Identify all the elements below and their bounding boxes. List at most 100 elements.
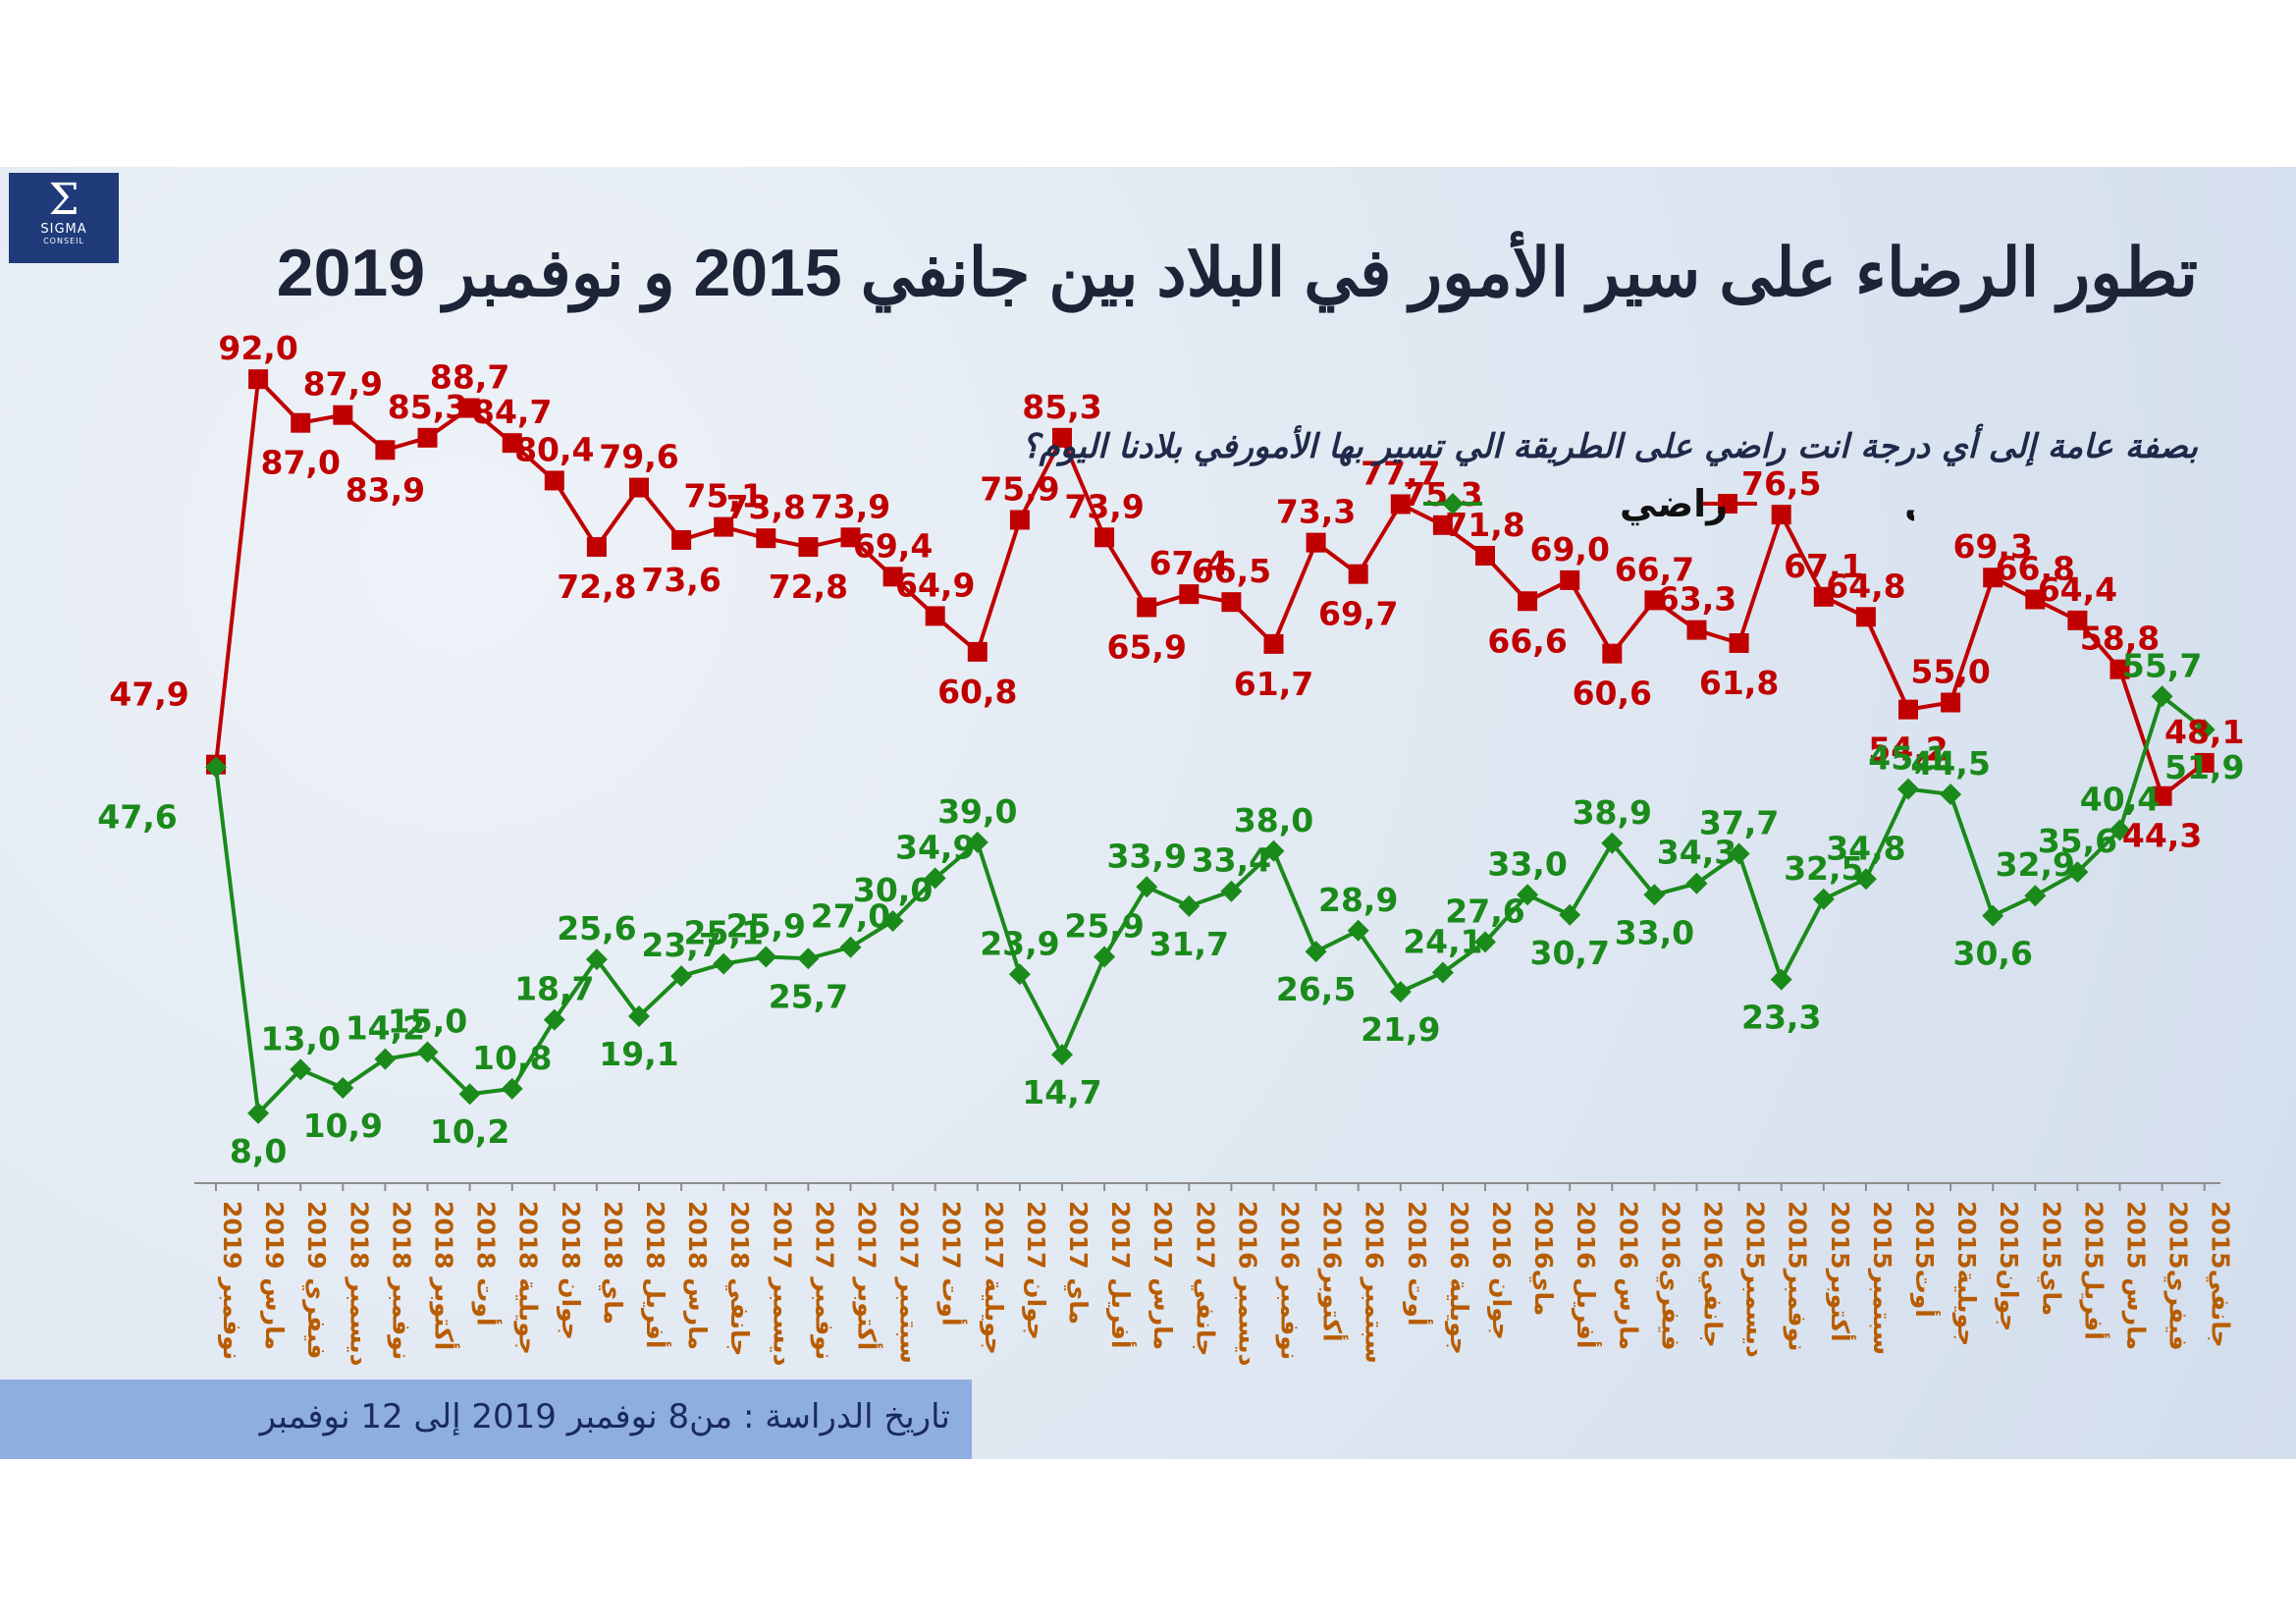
x-tick-label: جانفي2016 — [1699, 1201, 1728, 1348]
data-label-unsatisfied: 88,7 — [430, 358, 509, 397]
data-label-unsatisfied: 67,1 — [1784, 547, 1863, 585]
x-tick-label: فيفري2016 — [1655, 1201, 1684, 1351]
data-label-satisfied: 51,9 — [2164, 748, 2244, 786]
data-label-unsatisfied: 69,4 — [853, 526, 933, 565]
chart-subtitle: بصفة عامة إلى أي درجة انت راضي على الطري… — [1021, 427, 2198, 466]
x-tick-label: مارس 2019 — [260, 1201, 289, 1350]
data-label-unsatisfied: 75,1 — [683, 477, 763, 515]
data-point-unsatisfied — [714, 516, 734, 537]
data-point-unsatisfied — [1560, 569, 1580, 590]
x-tick-label: أوت2015 — [1909, 1201, 1941, 1318]
x-tick-label: جويلية 2017 — [979, 1201, 1008, 1355]
data-label-unsatisfied: 73,8 — [726, 488, 806, 526]
data-label-satisfied: 30,7 — [1529, 934, 1609, 972]
data-point-unsatisfied — [1983, 568, 2003, 588]
data-label-unsatisfied: 73,3 — [1276, 493, 1356, 531]
data-point-satisfied — [670, 965, 693, 988]
data-label-satisfied: 25,1 — [683, 914, 763, 952]
data-point-satisfied — [1347, 919, 1369, 942]
data-label-unsatisfied: 75,3 — [1403, 475, 1482, 514]
data-label-unsatisfied: 47,9 — [109, 676, 188, 714]
data-point-satisfied — [1728, 842, 1750, 865]
data-label-satisfied: 23,7 — [641, 926, 721, 964]
data-label-unsatisfied: 61,7 — [1234, 665, 1313, 703]
data-point-satisfied — [1262, 839, 1285, 862]
sigma-logo: Σ SIGMA CONSEIL — [9, 173, 119, 263]
data-label-unsatisfied: 83,9 — [346, 470, 425, 509]
data-point-unsatisfied — [2109, 659, 2130, 679]
data-point-satisfied — [205, 756, 227, 779]
data-label-unsatisfied: 69,3 — [1952, 527, 2032, 566]
x-tick-label: جويلية 2016 — [1444, 1201, 1473, 1355]
data-label-unsatisfied: 72,8 — [557, 568, 636, 606]
data-label-satisfied: 37,7 — [1699, 803, 1779, 841]
data-point-satisfied — [247, 1102, 270, 1124]
x-tick-label: مارس 2016 — [1614, 1201, 1642, 1350]
data-point-satisfied — [290, 1058, 312, 1081]
data-point-unsatisfied — [1179, 584, 1200, 605]
data-label-unsatisfied: 87,9 — [303, 365, 383, 404]
data-label-unsatisfied: 63,3 — [1657, 580, 1736, 619]
data-label-satisfied: 33,0 — [1487, 844, 1567, 883]
data-point-unsatisfied — [882, 567, 903, 587]
data-label-unsatisfied: 73,6 — [641, 561, 721, 599]
data-label-unsatisfied: 76,5 — [1741, 464, 1821, 503]
data-label-unsatisfied: 60,8 — [937, 673, 1017, 711]
data-point-satisfied — [2024, 885, 2047, 907]
data-point-unsatisfied — [1052, 427, 1072, 448]
data-point-unsatisfied — [375, 440, 396, 460]
data-point-unsatisfied — [1221, 592, 1242, 613]
data-label-unsatisfied: 77,7 — [1361, 454, 1440, 492]
data-point-satisfied — [1643, 884, 1666, 906]
x-tick-label: ماي2015 — [2036, 1201, 2065, 1316]
data-point-unsatisfied — [1263, 633, 1284, 654]
data-label-satisfied: 44,5 — [1910, 744, 1990, 783]
data-point-satisfied — [628, 1005, 650, 1028]
line-chart: نوفمبر 2019 مارس 2019 فيفري 2019 ديسمبر 201… — [97, 329, 2244, 1366]
data-point-satisfied — [924, 867, 946, 890]
data-point-satisfied — [1008, 963, 1031, 986]
data-label-satisfied: 40,4 — [2080, 780, 2160, 818]
data-point-unsatisfied — [1009, 510, 1030, 530]
data-label-unsatisfied: 85,3 — [388, 388, 467, 426]
data-label-satisfied: 33,4 — [1192, 841, 1271, 880]
data-point-satisfied — [1770, 968, 1792, 991]
data-label-unsatisfied: 87,0 — [260, 444, 340, 482]
study-date-text: تاريخ الدراسة : من8 نوفمبر 2019 إلى 12 ن… — [259, 1397, 950, 1436]
data-point-unsatisfied — [1432, 514, 1453, 535]
x-tick-label: أفريل 2018 — [640, 1201, 671, 1349]
data-label-satisfied: 38,0 — [1234, 801, 1313, 839]
data-label-satisfied: 30,0 — [853, 871, 933, 909]
data-point-satisfied — [1517, 884, 1539, 906]
data-label-unsatisfied: 72,8 — [769, 568, 848, 606]
data-point-satisfied — [1431, 961, 1454, 984]
data-label-unsatisfied: 84,7 — [472, 393, 552, 431]
data-point-satisfied — [797, 947, 820, 970]
data-label-satisfied: 26,5 — [1276, 970, 1356, 1008]
data-label-satisfied: 25,7 — [769, 977, 848, 1015]
data-point-unsatisfied — [417, 427, 438, 448]
chart-title: تطور الرضاء على سير الأمور في البلاد بين… — [276, 236, 2198, 310]
x-tick-label: أكتوبر2015 — [1825, 1201, 1856, 1342]
data-label-satisfied: 34,8 — [1826, 829, 1905, 867]
data-label-satisfied: 15,0 — [388, 1002, 467, 1041]
data-point-satisfied — [374, 1048, 397, 1070]
data-point-unsatisfied — [1855, 607, 1876, 627]
data-label-satisfied: 18,7 — [514, 970, 594, 1008]
data-point-satisfied — [1982, 904, 2004, 927]
data-point-satisfied — [543, 1008, 565, 1031]
data-label-unsatisfied: 73,9 — [1064, 487, 1144, 525]
legend-label-unsatisfied: غير راضي — [1904, 482, 1914, 525]
data-label-unsatisfied: 75,9 — [980, 469, 1059, 508]
sigma-icon: Σ — [48, 175, 80, 225]
data-label-satisfied: 10,8 — [472, 1039, 552, 1077]
data-point-unsatisfied — [756, 528, 776, 549]
legend-label-satisfied: راضي — [1620, 482, 1728, 525]
data-label-satisfied: 35,6 — [2038, 822, 2117, 860]
data-point-unsatisfied — [671, 529, 692, 550]
data-point-unsatisfied — [248, 369, 269, 390]
data-label-satisfied: 27,0 — [811, 897, 890, 936]
data-point-unsatisfied — [1348, 564, 1368, 584]
data-label-satisfied: 10,2 — [430, 1112, 509, 1151]
chart-legend: غير راضي راضي — [1423, 482, 1914, 525]
